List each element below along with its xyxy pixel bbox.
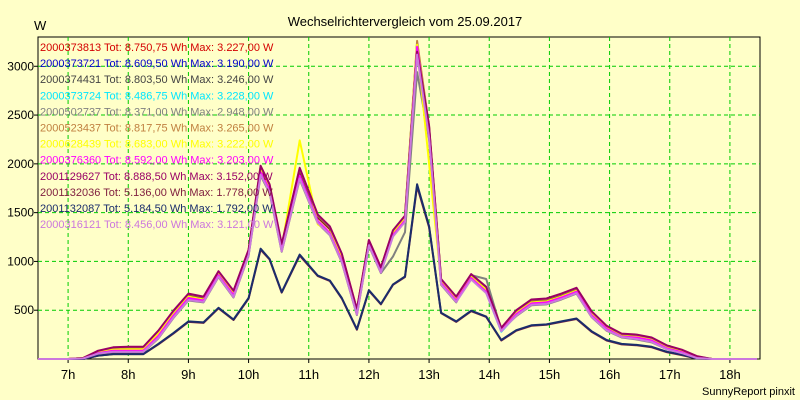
x-tick-label: 11h (298, 367, 319, 382)
legend: 2000373813 Tot: 8.750,75 Wh Max: 3.227,0… (40, 42, 274, 231)
x-tick-label: 10h (238, 367, 260, 382)
x-tick-label: 14h (478, 367, 500, 382)
y-tick-label: 500 (14, 303, 34, 317)
x-tick-label: 16h (599, 367, 621, 382)
legend-entry: 2000374431 Tot: 8.803,50 Wh Max: 3.246,0… (40, 74, 274, 86)
legend-entry: 2000523437 Tot: 8.817,75 Wh Max: 3.265,0… (40, 123, 274, 135)
footer-credit: SunnyReport pinxit (702, 386, 795, 398)
legend-entry: 2000628439 Tot: 8.683,00 Wh Max: 3.222,0… (40, 139, 274, 151)
series-lines (38, 39, 757, 360)
x-tick-label: 15h (539, 367, 561, 382)
y-tick-label: 1000 (7, 254, 34, 268)
legend-entry: 2000316121 Tot: 8.456,00 Wh Max: 3.121,0… (40, 219, 274, 231)
legend-entry: 2000502737 Tot: 8.371,00 Wh Max: 2.948,0… (40, 106, 274, 118)
legend-entry: 2000373813 Tot: 8.750,75 Wh Max: 3.227,0… (40, 42, 274, 54)
x-tick-label: 9h (181, 367, 195, 382)
legend-entry: 2000373724 Tot: 8.486,75 Wh Max: 3.228,0… (40, 90, 274, 102)
legend-entry: 2001132036 Tot: 5.136,00 Wh Max: 1.778,0… (40, 187, 273, 199)
x-tick-label: 8h (121, 367, 135, 382)
legend-entry: 2000373721 Tot: 8.609,50 Wh Max: 3.190,0… (40, 58, 274, 70)
series-line-10 (38, 183, 757, 360)
legend-entry: 2001129627 Tot: 8.888,50 Wh Max: 3.152,0… (40, 171, 273, 183)
x-tick-label: 13h (418, 367, 440, 382)
y-tick-label: 3000 (7, 59, 34, 73)
y-axis-label: W (34, 18, 47, 33)
chart-title: Wechselrichtervergleich vom 25.09.2017 (288, 14, 523, 29)
y-tick-label: 1500 (7, 206, 34, 220)
y-tick-label: 2500 (7, 108, 34, 122)
plot-area (37, 36, 761, 360)
legend-entry: 2001132087 Tot: 5.184,50 Wh Max: 1.792,0… (40, 203, 273, 215)
y-axis-ticks: 500 1000 1500 2000 2500 3000 (7, 59, 38, 317)
x-tick-label: 7h (61, 367, 75, 382)
x-tick-label: 17h (659, 367, 681, 382)
series-line-8 (38, 50, 757, 360)
series-line-11 (38, 53, 757, 360)
legend-entry: 2000376360 Tot: 8.592,00 Wh Max: 3.203,0… (40, 155, 274, 167)
y-tick-label: 2000 (7, 157, 34, 171)
x-tick-label: 12h (358, 367, 380, 382)
x-axis-ticks: 7h 8h 9h 10h 11h 12h 13h 14h 15h 16h 17h 18h (61, 359, 741, 382)
x-tick-label: 18h (719, 367, 741, 382)
